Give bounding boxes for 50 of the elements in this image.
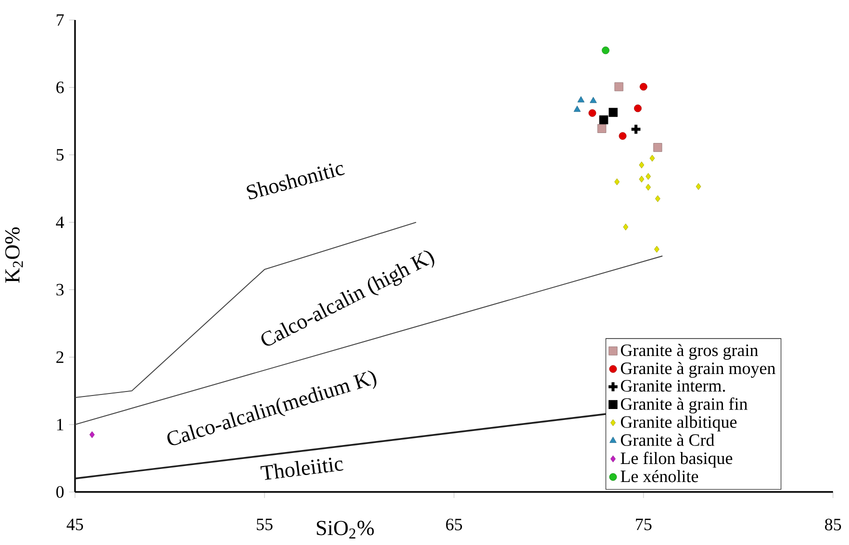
legend-label: Le xénolite <box>620 470 698 482</box>
point <box>608 108 618 117</box>
point <box>588 109 596 117</box>
point <box>623 224 628 230</box>
point <box>577 96 584 102</box>
legend-label: Granite à grain moyen <box>620 362 776 378</box>
point <box>597 124 606 133</box>
x-tick-label: 75 <box>636 518 652 530</box>
point <box>653 143 662 152</box>
legend-label: Granite à Crd <box>620 434 714 446</box>
y-tick-label: 3 <box>56 284 64 296</box>
y-tick-label: 4 <box>56 216 64 228</box>
point <box>614 178 620 186</box>
point <box>639 162 644 168</box>
legend-label: Granite interm. <box>620 380 725 392</box>
y-tick-label: 6 <box>56 82 64 94</box>
x-tick-label: 45 <box>66 518 83 530</box>
point <box>618 132 626 140</box>
y-tick-label: 2 <box>56 351 64 363</box>
point <box>89 431 95 438</box>
point <box>590 96 597 104</box>
point <box>646 184 651 191</box>
point <box>639 176 644 183</box>
legend-label: Granite à gros grain <box>620 344 758 360</box>
point <box>574 106 581 112</box>
legend-label: Granite albitique <box>620 416 737 432</box>
point <box>634 104 642 112</box>
annotation: Shoshonitic <box>246 164 345 200</box>
legend-label: Granite à grain fin <box>620 397 748 414</box>
point <box>602 46 610 54</box>
y-tick-label: 5 <box>56 149 64 161</box>
x-tick-label: 65 <box>446 518 462 530</box>
annotation: Tholeiitic <box>260 458 344 480</box>
y-tick-label: 0 <box>56 486 64 498</box>
x-tick-label: 85 <box>825 518 841 530</box>
point <box>696 183 702 190</box>
point <box>630 123 642 136</box>
point <box>650 154 655 162</box>
y-tick-label: 1 <box>57 418 64 430</box>
point <box>614 82 624 92</box>
y-axis-title: K$_{2}$O% <box>5 227 23 283</box>
point <box>599 115 608 124</box>
point <box>646 173 651 180</box>
point <box>640 82 648 91</box>
point <box>655 195 660 202</box>
x-tick-label: 55 <box>256 518 272 530</box>
x-axis-title: SiO$_{2}$% <box>316 520 374 538</box>
legend-label: Le filon basique <box>620 452 732 468</box>
point <box>654 246 660 253</box>
y-tick-label: 7 <box>56 14 64 26</box>
